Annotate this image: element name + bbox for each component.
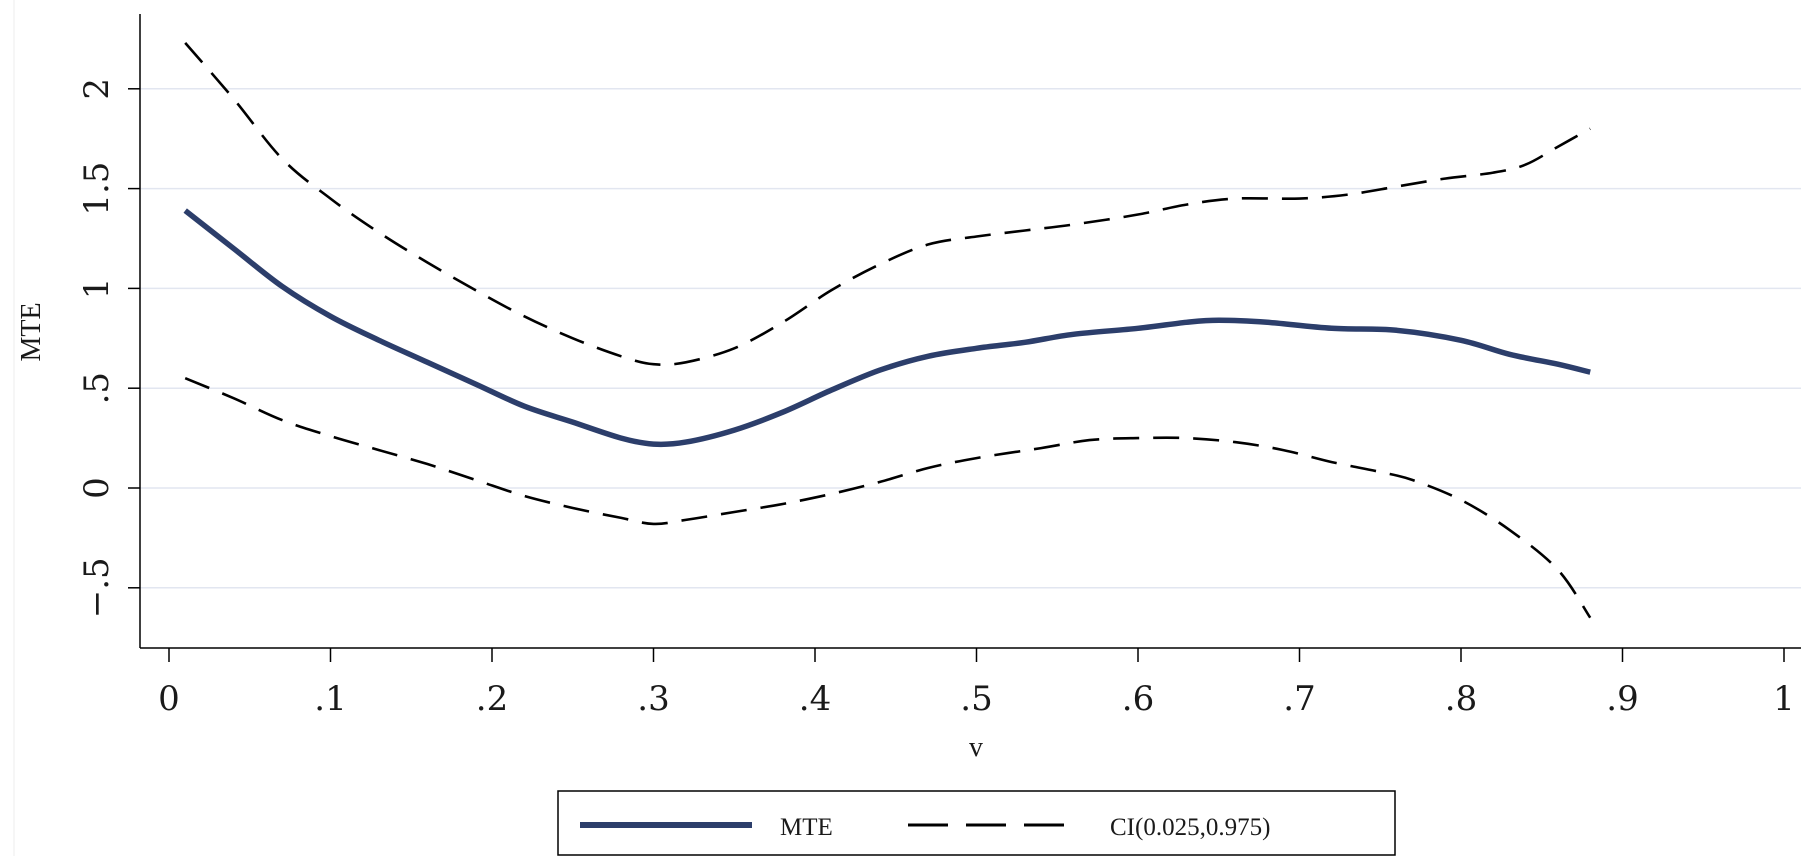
x-tick-label: .9 xyxy=(1606,679,1638,719)
series-layer xyxy=(183,42,1592,619)
legend: MTE CI(0.025,0.975) xyxy=(557,790,1396,856)
legend-label-mte: MTE xyxy=(780,814,833,841)
y-tick-label: 1.5 xyxy=(77,162,117,216)
x-tick-label: 0 xyxy=(158,679,180,719)
series-line-ci-upper xyxy=(184,42,1591,367)
grid-layer xyxy=(140,88,1801,589)
x-tick-label: .1 xyxy=(314,679,346,719)
axes-layer xyxy=(139,14,1801,649)
x-tick-label: .5 xyxy=(960,679,992,719)
x-axis-title: v xyxy=(969,732,983,763)
y-tick-label: 2 xyxy=(77,78,117,100)
x-tick-label: .8 xyxy=(1445,679,1477,719)
y-tick-label: 1 xyxy=(77,278,117,300)
y-tick-label: .5 xyxy=(77,372,117,404)
x-tick-label: .4 xyxy=(799,679,831,719)
x-tick-label: 1 xyxy=(1773,679,1795,719)
series-line-ci-lower xyxy=(184,376,1592,619)
y-tick-label: −.5 xyxy=(77,557,117,618)
y-axis-title: MTE xyxy=(16,302,47,361)
y-tick-label: 0 xyxy=(77,477,117,499)
x-tick-label: .2 xyxy=(476,679,508,719)
legend-label-ci: CI(0.025,0.975) xyxy=(1110,814,1270,841)
ticks-layer: −.5 0 .5 1 1.5 2 0 .1 .2 .3 .4 .5 .6 .7 .8 .9 1 xyxy=(77,78,1795,719)
x-tick-label: .6 xyxy=(1122,679,1154,719)
x-tick-label: .3 xyxy=(637,679,669,719)
series-line-mte xyxy=(183,208,1591,448)
x-tick-label: .7 xyxy=(1283,679,1315,719)
